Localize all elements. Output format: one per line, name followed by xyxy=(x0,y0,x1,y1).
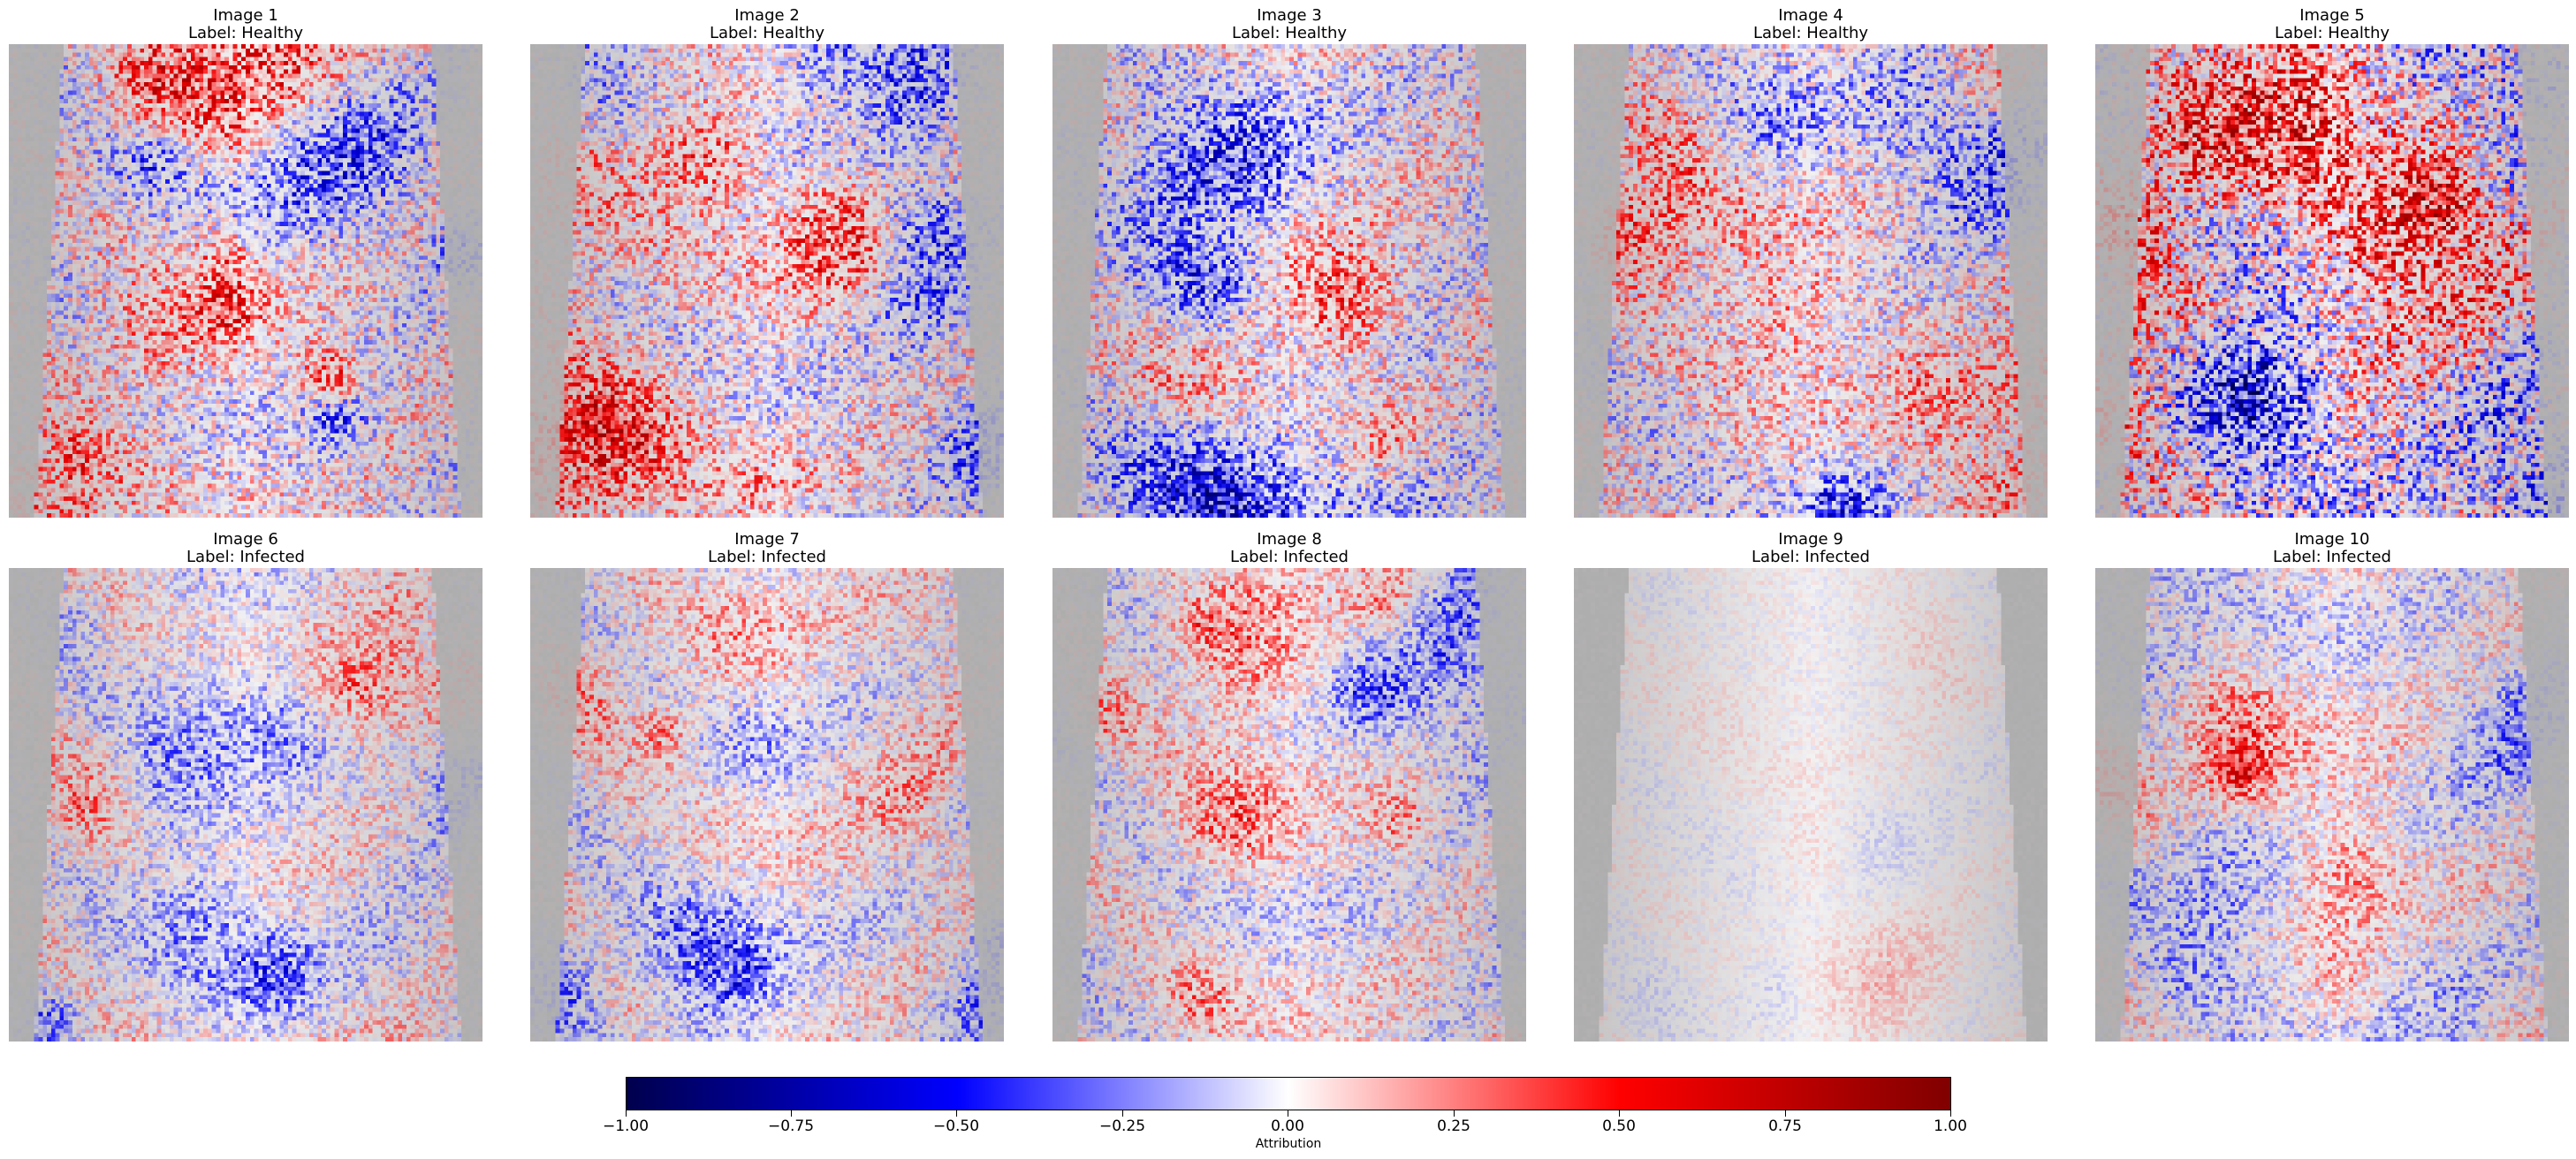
colorbar-tick-label: 1.00 xyxy=(1934,1117,1967,1135)
panel-image-8: Image 8 Label: Infected xyxy=(1052,530,1526,1042)
attribution-heatmap xyxy=(9,44,483,518)
panel-image-2: Image 2 Label: Healthy xyxy=(530,6,1004,518)
colorbar-label: Attribution xyxy=(1255,1137,1322,1151)
panel-image-10: Image 10 Label: Infected xyxy=(2095,530,2569,1042)
colorbar-tick-label: −0.50 xyxy=(932,1117,980,1135)
attribution-heatmap xyxy=(9,568,483,1042)
panel-title: Image 8 xyxy=(1257,530,1322,549)
colorbar-gradient xyxy=(626,1077,1951,1110)
panel-label: Label: Infected xyxy=(1752,548,1870,566)
panel-label: Label: Healthy xyxy=(1752,24,1869,42)
attribution-heatmap xyxy=(530,568,1004,1042)
colorbar-tick xyxy=(956,1110,957,1117)
panel-image-1: Image 1 Label: Healthy xyxy=(9,6,483,518)
panel-image-9: Image 9 Label: Infected xyxy=(1574,530,2048,1042)
panel-title: Image 10 xyxy=(2294,530,2370,549)
attribution-heatmap xyxy=(530,44,1004,518)
colorbar-tick-label: 0.00 xyxy=(1271,1117,1304,1135)
panel-title: Image 7 xyxy=(734,530,800,549)
attribution-heatmap xyxy=(2095,44,2569,518)
colorbar-tick xyxy=(1785,1110,1786,1117)
panel-title: Image 3 xyxy=(1257,6,1322,25)
panel-title: Image 9 xyxy=(1778,530,1843,549)
panel-title: Image 2 xyxy=(734,6,800,25)
attribution-heatmap xyxy=(1574,568,2048,1042)
panel-image-7: Image 7 Label: Infected xyxy=(530,530,1004,1042)
colorbar-tick xyxy=(1122,1110,1123,1117)
panel-title: Image 4 xyxy=(1778,6,1843,25)
colorbar-tick-label: 0.75 xyxy=(1768,1117,1802,1135)
attribution-heatmap xyxy=(1052,44,1526,518)
colorbar-tick xyxy=(1619,1110,1620,1117)
colorbar-tick-label: −0.75 xyxy=(767,1117,815,1135)
colorbar-tick xyxy=(1454,1110,1455,1117)
panel-title: Image 5 xyxy=(2299,6,2365,25)
colorbar-tick-label: −1.00 xyxy=(602,1117,650,1135)
attribution-heatmap xyxy=(1052,568,1526,1042)
panel-image-5: Image 5 Label: Healthy xyxy=(2095,6,2569,518)
colorbar-tick-label: 0.50 xyxy=(1602,1117,1636,1135)
panel-label: Label: Healthy xyxy=(187,24,304,42)
colorbar-tick xyxy=(1950,1110,1951,1117)
colorbar-tick-label: −0.25 xyxy=(1098,1117,1146,1135)
panel-label: Label: Healthy xyxy=(709,24,825,42)
colorbar-tick xyxy=(626,1110,627,1117)
panel-image-3: Image 3 Label: Healthy xyxy=(1052,6,1526,518)
panel-label: Label: Healthy xyxy=(1231,24,1348,42)
panel-image-6: Image 6 Label: Infected xyxy=(9,530,483,1042)
panel-title: Image 1 xyxy=(213,6,278,25)
panel-title: Image 6 xyxy=(213,530,278,549)
attribution-heatmap xyxy=(2095,568,2569,1042)
panel-label: Label: Infected xyxy=(186,548,305,566)
colorbar-tick xyxy=(791,1110,792,1117)
panel-label: Label: Infected xyxy=(708,548,826,566)
panel-label: Label: Infected xyxy=(2273,548,2391,566)
panel-image-4: Image 4 Label: Healthy xyxy=(1574,6,2048,518)
attribution-heatmap xyxy=(1574,44,2048,518)
panel-label: Label: Infected xyxy=(1230,548,1349,566)
panel-label: Label: Healthy xyxy=(2274,24,2390,42)
colorbar-tick-label: 0.25 xyxy=(1437,1117,1470,1135)
colorbar: −1.00 −0.75 −0.50 −0.25 0.00 0.25 0.50 0… xyxy=(603,1077,1967,1156)
